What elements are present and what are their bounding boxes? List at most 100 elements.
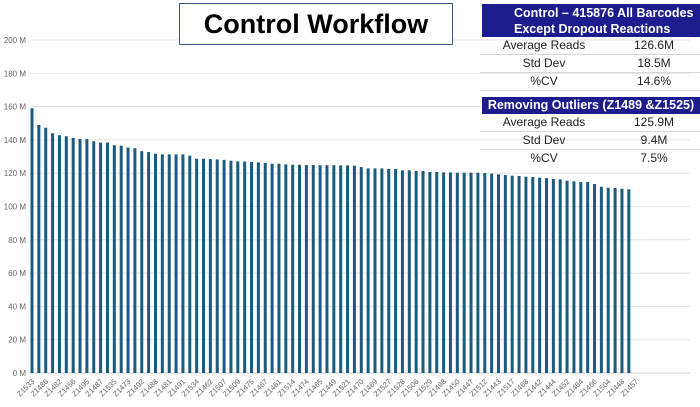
bar	[572, 181, 576, 373]
bar	[311, 165, 315, 373]
bar	[119, 145, 123, 373]
bar	[599, 186, 603, 373]
bar	[229, 160, 233, 373]
stats-table: Control – 415876 All Barcodes Except Dro…	[480, 4, 700, 167]
bar	[400, 170, 404, 373]
y-tick-label: 40 M	[8, 302, 26, 311]
bar	[524, 176, 528, 373]
y-tick-label: 160 M	[4, 103, 27, 112]
bar	[99, 142, 103, 373]
bar	[593, 184, 597, 373]
bar	[565, 180, 569, 373]
bar	[476, 172, 480, 373]
bar	[332, 165, 336, 373]
stat-value: 7.5%	[640, 151, 668, 165]
bar	[586, 182, 590, 373]
bar	[37, 124, 41, 373]
bar	[558, 179, 562, 373]
stat-label: Std Dev	[522, 133, 566, 147]
bar	[222, 159, 226, 373]
bar	[455, 172, 459, 373]
bar	[346, 165, 350, 373]
bar	[325, 165, 329, 373]
stats-row: %CV 7.5%	[480, 150, 700, 167]
bar	[359, 167, 363, 373]
bar	[531, 177, 535, 373]
bar	[215, 159, 219, 373]
y-tick-label: 200 M	[4, 36, 27, 45]
stats-row: %CV 14.6%	[480, 73, 700, 91]
bar	[44, 127, 48, 373]
bar	[627, 189, 631, 373]
bar	[421, 171, 425, 373]
bar	[126, 147, 130, 373]
bar	[490, 173, 494, 373]
bar	[71, 137, 75, 373]
bar	[503, 175, 507, 373]
bar	[606, 187, 610, 373]
bar	[298, 164, 302, 373]
bar	[167, 154, 171, 373]
bar	[277, 163, 281, 373]
bar	[407, 170, 411, 373]
bar	[263, 163, 267, 373]
bar	[483, 173, 487, 373]
bar	[181, 154, 185, 373]
stat-label: Std Dev	[522, 56, 566, 70]
section2-header: Removing Outliers (Z1489 &Z1525)	[482, 97, 700, 114]
y-tick-label: 0 M	[13, 369, 27, 378]
bar	[414, 171, 418, 373]
bar	[366, 168, 370, 373]
stat-label: Average Reads	[502, 115, 586, 129]
bar	[448, 172, 452, 373]
bar	[92, 141, 96, 373]
bar	[243, 161, 247, 373]
bar	[442, 172, 446, 373]
bar	[202, 158, 205, 373]
bar	[545, 178, 548, 373]
bar	[352, 165, 356, 373]
stat-value: 18.5M	[637, 56, 671, 70]
bar	[291, 164, 295, 373]
y-tick-label: 140 M	[4, 136, 27, 145]
stats-row: Average Reads 125.9M	[480, 114, 700, 132]
bar	[30, 108, 34, 373]
bar	[270, 163, 274, 373]
bar	[579, 182, 583, 373]
bar	[496, 174, 500, 373]
bar	[112, 145, 116, 373]
bar	[373, 168, 377, 373]
bar	[256, 162, 260, 373]
y-tick-label: 180 M	[4, 69, 27, 78]
bar	[147, 152, 151, 373]
bar	[469, 172, 473, 373]
bar	[380, 168, 384, 373]
bar	[236, 161, 240, 373]
bar	[174, 154, 178, 373]
bar	[105, 142, 109, 373]
bar	[613, 188, 617, 373]
stat-value: 9.4M	[640, 133, 668, 147]
y-tick-label: 20 M	[8, 336, 26, 345]
bar	[517, 176, 521, 373]
bar	[435, 172, 439, 373]
bar	[339, 165, 343, 373]
bar	[387, 169, 391, 373]
bar	[510, 175, 514, 373]
bar	[78, 138, 82, 373]
bar	[51, 133, 55, 373]
section1-header: Control – 415876 All Barcodes Except Dro…	[482, 4, 700, 37]
bar	[394, 169, 398, 373]
bar	[250, 162, 254, 373]
stat-label: %CV	[530, 74, 558, 88]
bar	[140, 151, 144, 373]
bar	[188, 155, 192, 373]
bar	[304, 165, 308, 373]
bar	[208, 159, 212, 373]
stats-row: Std Dev 9.4M	[480, 132, 700, 150]
bar	[85, 139, 89, 373]
bar	[462, 172, 466, 373]
bar	[428, 172, 432, 373]
stats-row: Std Dev 18.5M	[480, 55, 700, 73]
